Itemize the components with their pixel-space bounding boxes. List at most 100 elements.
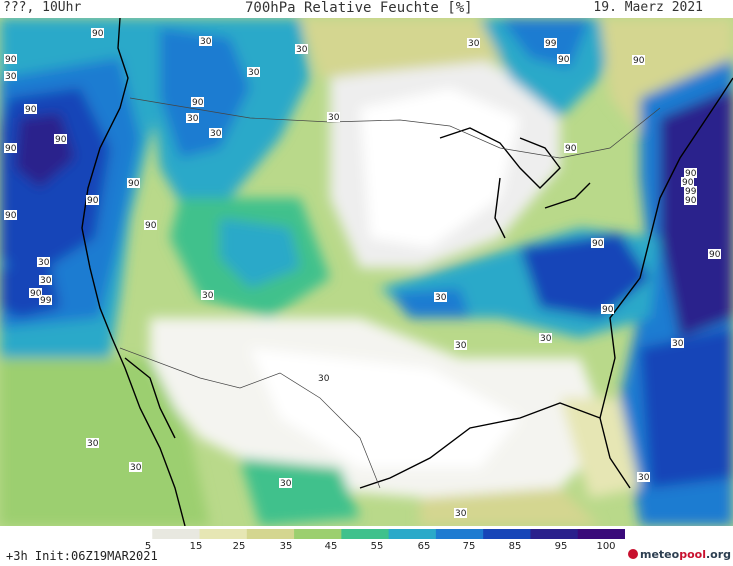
colorbar-tick-label: 45: [324, 541, 338, 552]
svg-text:90: 90: [685, 196, 697, 206]
colorbar-segment: [105, 529, 153, 539]
svg-text:30: 30: [540, 334, 552, 344]
svg-text:90: 90: [592, 239, 604, 249]
contour-label: 90: [632, 55, 645, 66]
contour-label: 30: [637, 472, 650, 483]
contour-label: 30: [295, 44, 308, 55]
colorbar-segment: [388, 529, 437, 539]
map-canvas: 9030303099909030909090303090309090903090…: [0, 18, 733, 526]
contour-label: 30: [37, 257, 50, 268]
svg-text:30: 30: [672, 339, 684, 349]
colorbar-tick-label: 35: [279, 541, 293, 552]
colorbar-tick-label: 100: [596, 541, 616, 552]
contour-label: 30: [39, 275, 52, 286]
colorbar-tick-label: 15: [189, 541, 203, 552]
colorbar-segment: [199, 529, 248, 539]
contour-label: 90: [86, 195, 99, 206]
svg-text:30: 30: [280, 479, 292, 489]
contour-label: 90: [684, 195, 697, 206]
colorbar-segment: [294, 529, 342, 539]
contour-label: 30: [86, 438, 99, 449]
colorbar-segment: [152, 529, 201, 539]
svg-text:30: 30: [40, 276, 52, 286]
svg-text:30: 30: [187, 114, 199, 124]
contour-label: 99: [39, 295, 52, 306]
svg-text:30: 30: [638, 473, 650, 483]
humidity-map: 9030303099909030909090303090309090903090…: [0, 18, 733, 526]
contour-label: 90: [191, 97, 204, 108]
svg-text:30: 30: [455, 509, 467, 519]
contour-label: 90: [4, 210, 17, 221]
map-date: 19. Maerz 2021: [593, 0, 703, 15]
svg-text:90: 90: [709, 250, 721, 260]
colorbar-segment: [341, 529, 390, 539]
contour-label: 30: [209, 128, 222, 139]
colorbar-segment: [483, 529, 531, 539]
colorbar-tick-label: 5: [144, 541, 152, 552]
contour-label: 30: [201, 290, 214, 301]
svg-text:90: 90: [30, 289, 42, 299]
contour-label: 30: [186, 113, 199, 124]
svg-text:30: 30: [130, 463, 142, 473]
header-bar: ???, 10Uhr 700hPa Relative Feuchte [%] 1…: [0, 0, 733, 18]
logo-text-3: .org: [705, 548, 732, 561]
contour-label: 90: [557, 54, 570, 65]
svg-text:30: 30: [210, 129, 222, 139]
contour-label: 90: [601, 304, 614, 315]
svg-text:90: 90: [602, 305, 614, 315]
svg-text:99: 99: [545, 39, 557, 49]
svg-text:30: 30: [468, 39, 480, 49]
contour-label: 90: [127, 178, 140, 189]
contour-label: 30: [199, 36, 212, 47]
colorbar-segment: [577, 529, 625, 539]
init-time-label: +3h Init:06Z19MAR2021: [6, 549, 158, 563]
svg-text:30: 30: [200, 37, 212, 47]
logo-icon: [628, 549, 638, 559]
svg-text:90: 90: [145, 221, 157, 231]
contour-label: 30: [539, 333, 552, 344]
svg-text:90: 90: [633, 56, 645, 66]
colorbar-tick-label: 55: [370, 541, 384, 552]
svg-text:30: 30: [318, 374, 330, 384]
svg-text:30: 30: [296, 45, 308, 55]
contour-label: 90: [29, 288, 42, 299]
contour-label: 90: [564, 143, 577, 154]
political-borders: [119, 97, 661, 489]
contour-label: 30: [467, 38, 480, 49]
svg-text:90: 90: [92, 29, 104, 39]
contour-label: 99: [684, 186, 697, 197]
svg-text:90: 90: [25, 105, 37, 115]
svg-text:30: 30: [248, 68, 260, 78]
colorbar-segment: [435, 529, 484, 539]
contour-label: 90: [708, 249, 721, 260]
svg-text:30: 30: [202, 291, 214, 301]
contour-label: 90: [4, 54, 17, 65]
svg-text:30: 30: [455, 341, 467, 351]
svg-text:90: 90: [192, 98, 204, 108]
colorbar-tick-label: 65: [417, 541, 431, 552]
coastlines: [81, 18, 733, 526]
contour-label: 90: [144, 220, 157, 231]
contour-label: 30: [454, 508, 467, 519]
svg-text:90: 90: [565, 144, 577, 154]
svg-text:90: 90: [5, 144, 17, 154]
contour-label: 30: [4, 71, 17, 82]
svg-text:90: 90: [685, 169, 697, 179]
contour-label: 90: [684, 168, 697, 179]
contour-label: 90: [24, 104, 37, 115]
svg-text:30: 30: [87, 439, 99, 449]
contour-label: 90: [54, 134, 67, 145]
contour-label: 30: [434, 292, 447, 303]
svg-text:90: 90: [558, 55, 570, 65]
svg-text:30: 30: [5, 72, 17, 82]
contour-label: 30: [317, 373, 330, 384]
contour-labels: 9030303099909030909090303090309090903090…: [4, 28, 721, 519]
header-time-label: ???, 10Uhr: [3, 0, 82, 15]
meteopool-logo[interactable]: meteopool.org: [628, 548, 731, 561]
svg-text:90: 90: [55, 135, 67, 145]
contour-label: 90: [591, 238, 604, 249]
svg-text:30: 30: [328, 113, 340, 123]
svg-text:99: 99: [685, 187, 697, 197]
contour-label: 30: [279, 478, 292, 489]
contour-label: 90: [681, 177, 694, 188]
